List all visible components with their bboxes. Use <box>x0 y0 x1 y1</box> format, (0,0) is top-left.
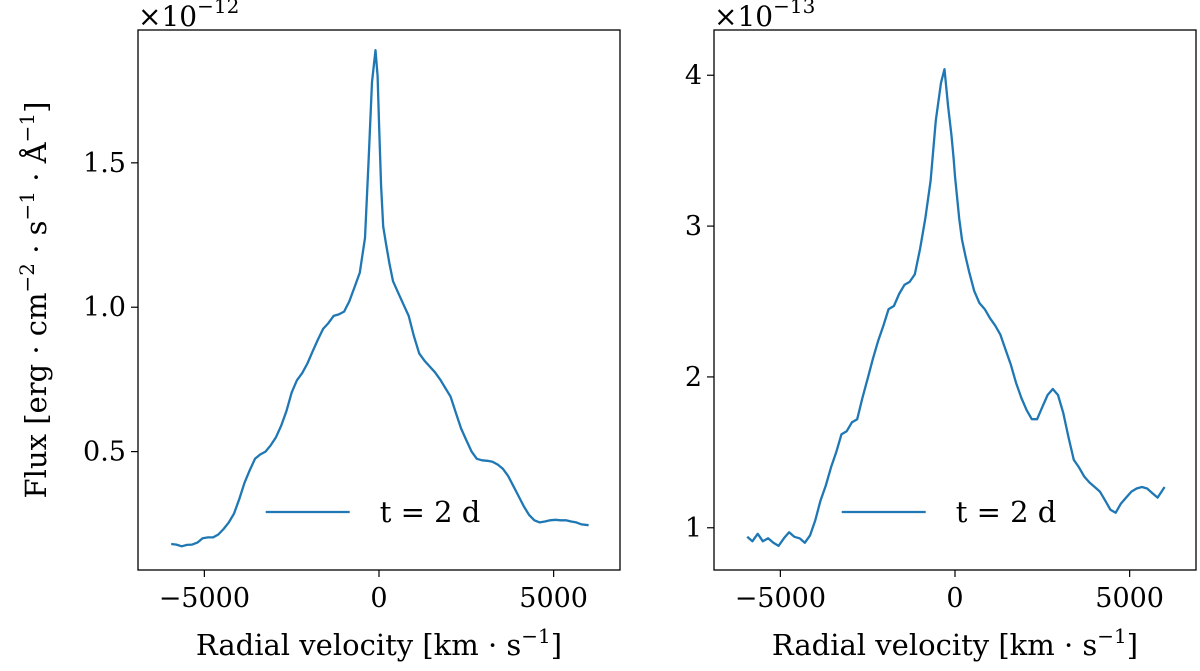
x-axis-label: Radial velocity [km · s−1] <box>196 624 562 662</box>
series-line <box>746 68 1166 548</box>
axes-frame <box>713 29 1197 571</box>
legend-label: t = 2 d <box>380 495 481 529</box>
x-tick-label: 0 <box>370 583 387 614</box>
x-tick-label: −5000 <box>159 583 250 614</box>
x-tick-label: −5000 <box>735 583 826 614</box>
x-tick-label: 0 <box>946 583 963 614</box>
series-line <box>171 49 589 548</box>
x-axis-label: Radial velocity [km · s−1] <box>772 624 1138 662</box>
y-tick-label: 3 <box>685 211 702 242</box>
y-tick-label: 0.5 <box>83 437 126 468</box>
y-tick-label: 4 <box>685 60 702 91</box>
right-panel: −5000 0 5000 1 2 3 4 ×10−13 Radial velocity [km … <box>685 0 1197 662</box>
legend-label: t = 2 d <box>956 495 1057 529</box>
y-tick-label: 1 <box>685 513 702 544</box>
y-tick-label: 1.5 <box>83 148 126 179</box>
left-panel: −5000 0 5000 0.5 1.0 1.5 ×10−12 Radial velocity… <box>15 0 621 662</box>
y-tick-label: 2 <box>685 362 702 393</box>
y-offset-label: ×10−12 <box>138 0 239 33</box>
y-axis-label: Flux [erg · cm−2 · s−1 · Å−1] <box>15 102 53 499</box>
y-tick-label: 1.0 <box>83 292 126 323</box>
x-tick-label: 5000 <box>519 583 588 614</box>
x-tick-label: 5000 <box>1095 583 1164 614</box>
y-offset-label: ×10−13 <box>714 0 815 33</box>
